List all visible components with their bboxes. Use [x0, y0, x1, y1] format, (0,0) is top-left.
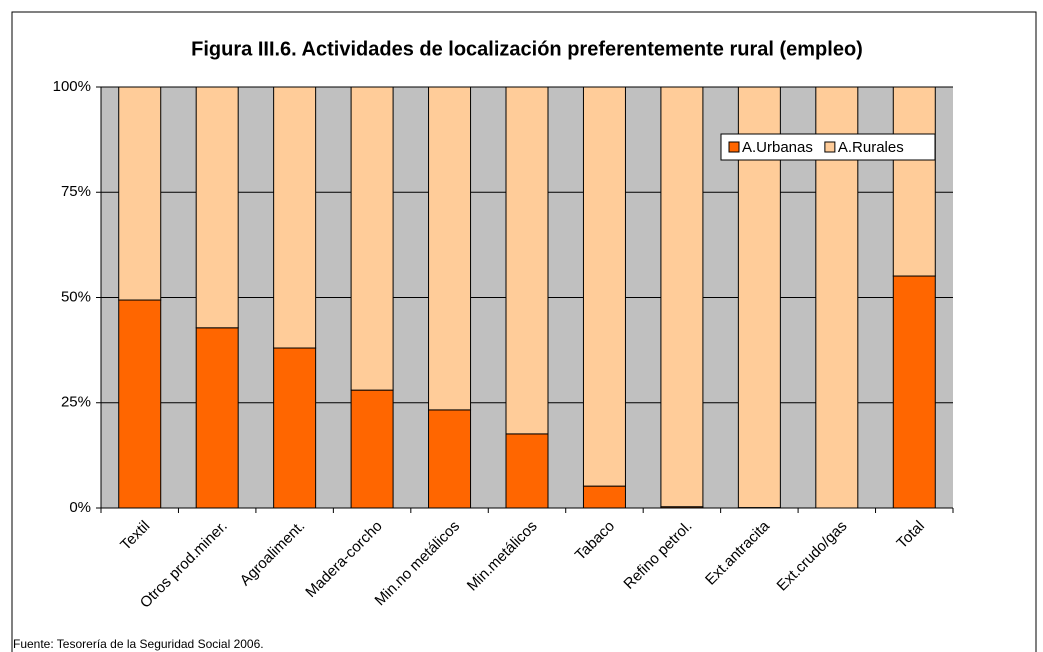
- legend-swatch: [728, 141, 740, 153]
- bar-segment: [273, 347, 317, 509]
- y-tick-label: 25%: [61, 394, 91, 411]
- chart-title: Figura III.6. Actividades de localizació…: [191, 38, 863, 60]
- bar-segment: [350, 86, 394, 391]
- bar-segment: [582, 86, 626, 487]
- legend-label: A.Rurales: [838, 139, 904, 156]
- bar-segment: [505, 433, 549, 509]
- bar-segment: [505, 86, 549, 435]
- bar-segment: [118, 299, 162, 509]
- bar-segment: [428, 86, 472, 411]
- y-tick-label: 100%: [53, 78, 91, 95]
- bar-segment: [350, 389, 394, 509]
- y-tick-label: 0%: [69, 499, 91, 516]
- y-tick-label: 50%: [61, 288, 91, 305]
- bar-segment: [582, 485, 626, 509]
- bar-segment: [118, 86, 162, 301]
- legend-swatch: [824, 141, 836, 153]
- source-note: Fuente: Tesorería de la Seguridad Social…: [13, 637, 264, 651]
- bar-segment: [892, 86, 936, 277]
- legend-label: A.Urbanas: [742, 139, 813, 156]
- bar-segment: [195, 327, 239, 509]
- bar-segment: [892, 275, 936, 509]
- bar-segment: [428, 409, 472, 509]
- bar-segment: [660, 86, 704, 508]
- bar-segment: [195, 86, 239, 329]
- y-tick-label: 75%: [61, 183, 91, 200]
- bar-segment: [273, 86, 317, 349]
